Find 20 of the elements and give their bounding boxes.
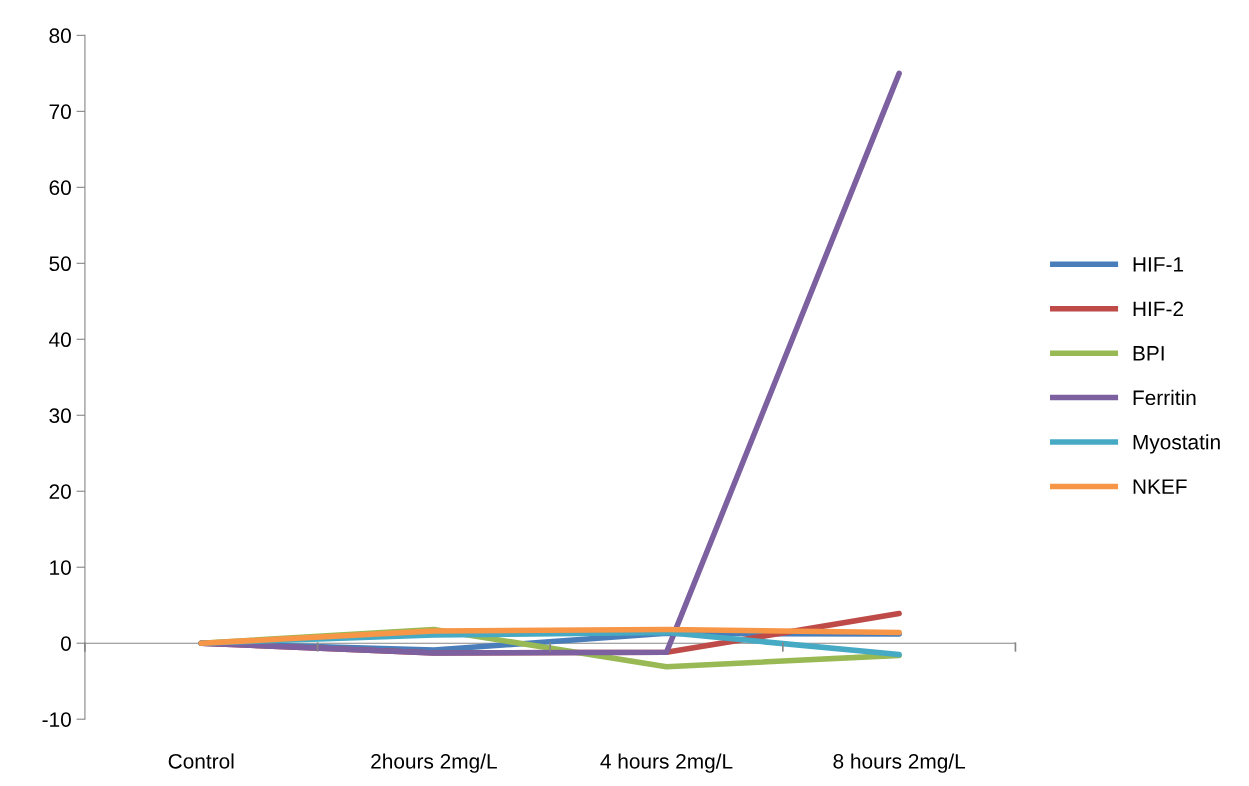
legend-label: HIF-1	[1133, 257, 1184, 272]
y-tick-label: 80	[49, 28, 71, 44]
y-tick-label: 50	[49, 256, 71, 272]
y-tick-label: 60	[49, 180, 71, 196]
legend-label: NKEF	[1133, 479, 1187, 494]
legend-label: HIF-2	[1133, 301, 1183, 317]
legend-label: Ferritin	[1133, 389, 1196, 406]
x-tick-label: Control	[168, 753, 234, 769]
x-tick-label: 4 hours 2mg/L	[600, 753, 733, 773]
y-tick-label: 0	[60, 636, 71, 651]
y-tick-label: -10	[42, 712, 71, 727]
y-tick-label: 40	[49, 332, 71, 348]
y-tick-label: 30	[49, 408, 71, 424]
x-tick-label: 8 hours 2mg/L	[833, 753, 966, 773]
x-tick-label: 2hours 2mg/L	[371, 753, 497, 773]
legend-label: BPI	[1133, 346, 1164, 361]
y-tick-label: 10	[50, 560, 71, 575]
legend-label: Myostatin	[1133, 434, 1220, 454]
y-tick-label: 70	[49, 104, 71, 120]
y-tick-label: 20	[49, 484, 71, 499]
